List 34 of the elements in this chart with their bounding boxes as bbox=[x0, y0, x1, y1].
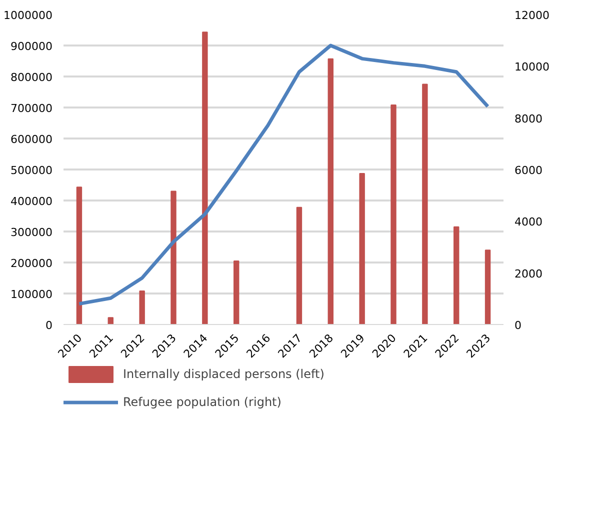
y2-tick-label: 10000 bbox=[514, 60, 550, 74]
bar bbox=[202, 32, 208, 324]
bar bbox=[454, 226, 460, 324]
y-tick-label: 900000 bbox=[10, 40, 53, 53]
legend-label: Internally displaced persons (left) bbox=[123, 367, 324, 381]
y2-tick-label: 4000 bbox=[514, 216, 542, 229]
y-tick-label: 100000 bbox=[10, 288, 53, 301]
bar bbox=[170, 190, 176, 324]
y2-tick-label: 0 bbox=[514, 319, 522, 332]
y-tick-label: 800000 bbox=[10, 71, 53, 84]
y-tick-label: 700000 bbox=[10, 102, 53, 115]
y2-tick-label: 6000 bbox=[514, 164, 542, 177]
y-tick-label: 500000 bbox=[10, 164, 53, 177]
bar bbox=[296, 206, 302, 324]
line-series bbox=[77, 44, 490, 306]
bar bbox=[359, 173, 365, 324]
y-tick-label: 0 bbox=[46, 319, 52, 332]
y2-tick-label: 12000 bbox=[514, 9, 550, 22]
y-tick-label: 1000000 bbox=[4, 9, 53, 22]
y-tick-label: 300000 bbox=[10, 226, 53, 239]
bar bbox=[108, 317, 114, 324]
bar bbox=[422, 84, 428, 324]
bar bbox=[390, 104, 396, 324]
y-tick-label: 600000 bbox=[10, 133, 53, 146]
bar bbox=[328, 58, 334, 324]
y2-tick-label: 8000 bbox=[514, 112, 542, 126]
bar bbox=[484, 250, 491, 324]
bar bbox=[76, 186, 82, 324]
legend-label: Refugee population (right) bbox=[123, 395, 282, 409]
bar bbox=[234, 260, 240, 324]
y2-tick-label: 2000 bbox=[514, 267, 542, 280]
y-tick-label: 200000 bbox=[10, 257, 53, 270]
y-tick-label: 400000 bbox=[10, 195, 53, 208]
bar bbox=[139, 290, 145, 324]
